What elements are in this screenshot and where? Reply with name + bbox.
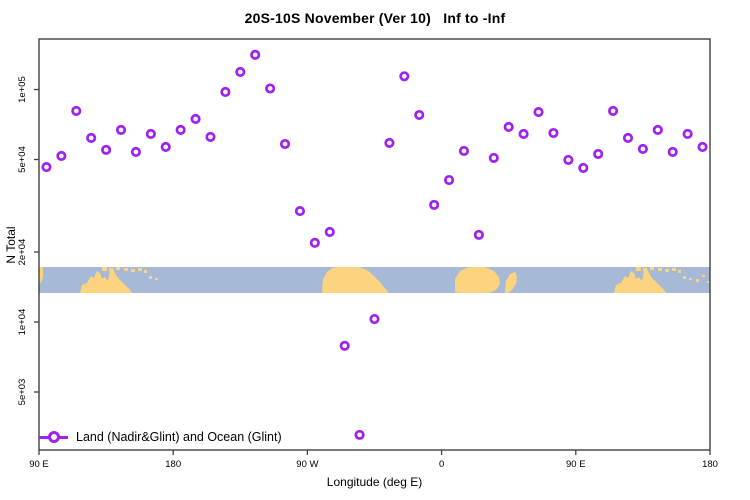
data-point [563,154,574,165]
data-point [324,226,335,237]
map-land-island [678,270,681,273]
data-point [697,141,708,153]
map-land-island [109,268,113,271]
data-point [473,229,484,240]
x-axis-title: Longitude (deg E) [326,475,423,489]
plot-box [38,38,711,451]
map-land-island [658,268,662,271]
y-tick-label: 2e+04 [17,239,28,266]
data-point [429,199,440,210]
data-point [682,128,693,139]
chart-title: 20S-10S November (Ver 10) Inf to -Inf [244,10,506,26]
data-point [86,132,97,143]
data-point [56,150,67,161]
data-point [518,128,529,139]
data-point [608,105,619,116]
map-land-island [696,279,699,282]
map-land-island [702,275,705,277]
data-point [488,152,499,163]
data-point [115,124,127,135]
data-point [354,429,365,440]
data-point [175,124,186,135]
map-land-island [138,268,142,271]
data-point [101,144,112,155]
map-land-island [707,281,710,283]
map-land-island [689,278,692,280]
data-point [667,146,678,157]
data-point [622,132,634,143]
y-tick-label: 1e+05 [17,76,28,103]
y-tick-label: 5e+03 [17,379,28,406]
data-point [145,128,156,139]
map-land-island [643,268,647,271]
y-axis-title: N Total [4,226,18,264]
map-land-australia-1 [80,269,132,293]
map-land-island [116,267,120,270]
x-tick-label: 180 [165,459,181,470]
map-land-island [665,269,669,272]
data-point [503,121,514,133]
x-tick-label: 90 W [296,459,318,470]
map-land-australia-2 [614,269,666,293]
data-point [265,83,276,94]
data-point [41,161,52,173]
data-point [294,206,305,217]
map-land-africa [455,267,500,293]
data-point [578,162,589,173]
map-land-island [683,276,686,279]
data-point [637,143,648,155]
legend-label: Land (Nadir&Glint) and Ocean (Glint) [76,430,282,444]
map-land-south-america [322,267,389,293]
data-point [384,137,395,149]
data-point [190,113,201,125]
map-land-island [102,267,107,271]
data-point [339,340,350,351]
data-point [548,127,559,139]
data-point [279,138,291,150]
legend-marker-circle-icon [47,431,60,443]
data-point [444,174,455,186]
legend: Land (Nadir&Glint) and Ocean (Glint) [39,430,282,444]
map-land-island [636,267,641,271]
data-point [250,49,261,60]
data-point [220,86,231,98]
y-tick-label: 5e+04 [17,146,28,173]
map-land-island [131,269,135,272]
data-point [533,106,544,118]
data-point [458,145,470,157]
x-tick-label: 90 E [29,459,49,470]
legend-marker-line [39,431,68,443]
x-tick-label: 180 [702,459,718,470]
map-land-island [124,268,128,271]
x-tick-label: 90 E [566,459,586,470]
map-land-island [155,278,158,280]
data-point [399,71,410,82]
map-land-west-sliver [39,267,43,283]
data-point [205,131,216,143]
data-point [593,148,604,160]
data-point [369,313,380,325]
data-point [130,146,141,157]
map-land-island [650,267,654,270]
map-land-island [672,268,676,271]
data-point [414,109,425,121]
data-point [309,237,320,248]
map-land-madagascar [505,272,517,293]
map-land-island [144,270,147,273]
y-tick-label: 1e+04 [17,309,28,336]
map-land-island [149,276,152,279]
data-point [235,66,246,77]
data-point [652,124,663,135]
data-point [160,141,171,153]
data-point [71,105,82,116]
x-tick-label: 0 [439,459,444,470]
